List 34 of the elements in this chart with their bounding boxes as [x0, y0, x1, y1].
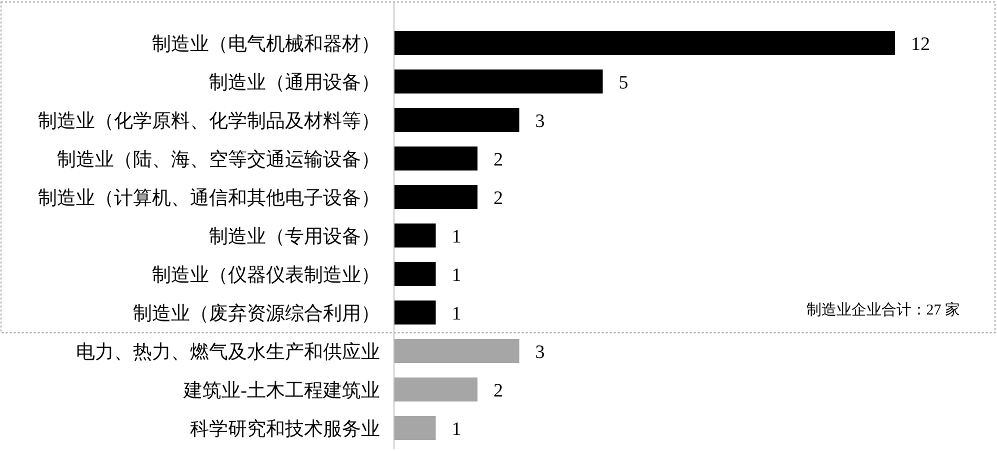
- y-tick-label: 制造业（专用设备）: [209, 226, 380, 248]
- bar: [394, 300, 436, 324]
- data-label: 5: [618, 72, 628, 94]
- bar: [394, 108, 520, 132]
- data-label: 3: [535, 111, 545, 132]
- y-tick-label: 制造业（电气机械和器材）: [152, 34, 380, 55]
- y-tick-label: 制造业（陆、海、空等交通运输设备）: [57, 148, 380, 170]
- bar: [394, 185, 478, 209]
- annotation: 制造业企业合计：27 家: [806, 302, 960, 318]
- bar: [394, 339, 520, 363]
- data-label: 1: [452, 419, 462, 440]
- y-tick-label: 制造业（废弃资源综合利用）: [133, 302, 380, 324]
- data-label: 2: [494, 150, 503, 170]
- y-tick-label: 制造业（仪器仪表制造业）: [152, 265, 380, 286]
- y-tick-label: 电力、热力、燃气及水生产和供应业: [76, 341, 380, 363]
- y-tick-label: 制造业（计算机、通信和其他电子设备）: [38, 188, 380, 209]
- bar: [394, 146, 478, 170]
- y-tick-label: 建筑业-土木工程建筑业: [182, 380, 380, 402]
- bar: [394, 224, 436, 248]
- bar: [394, 31, 895, 55]
- data-label: 3: [535, 342, 545, 363]
- bar: [394, 378, 478, 402]
- bar: [394, 416, 436, 440]
- bar: [394, 262, 436, 286]
- data-label: 1: [452, 265, 462, 286]
- data-label: 2: [494, 188, 503, 209]
- data-label: 12: [911, 34, 930, 55]
- bar: [394, 70, 603, 94]
- y-tick-label: 科学研究和技术服务业: [190, 418, 380, 440]
- y-tick-label: 制造业（通用设备）: [209, 72, 380, 94]
- data-label: 1: [452, 226, 462, 248]
- y-tick-label: 制造业（化学原料、化学制品及材料等）: [38, 111, 380, 132]
- data-label: 1: [452, 304, 462, 324]
- data-label: 2: [494, 380, 503, 402]
